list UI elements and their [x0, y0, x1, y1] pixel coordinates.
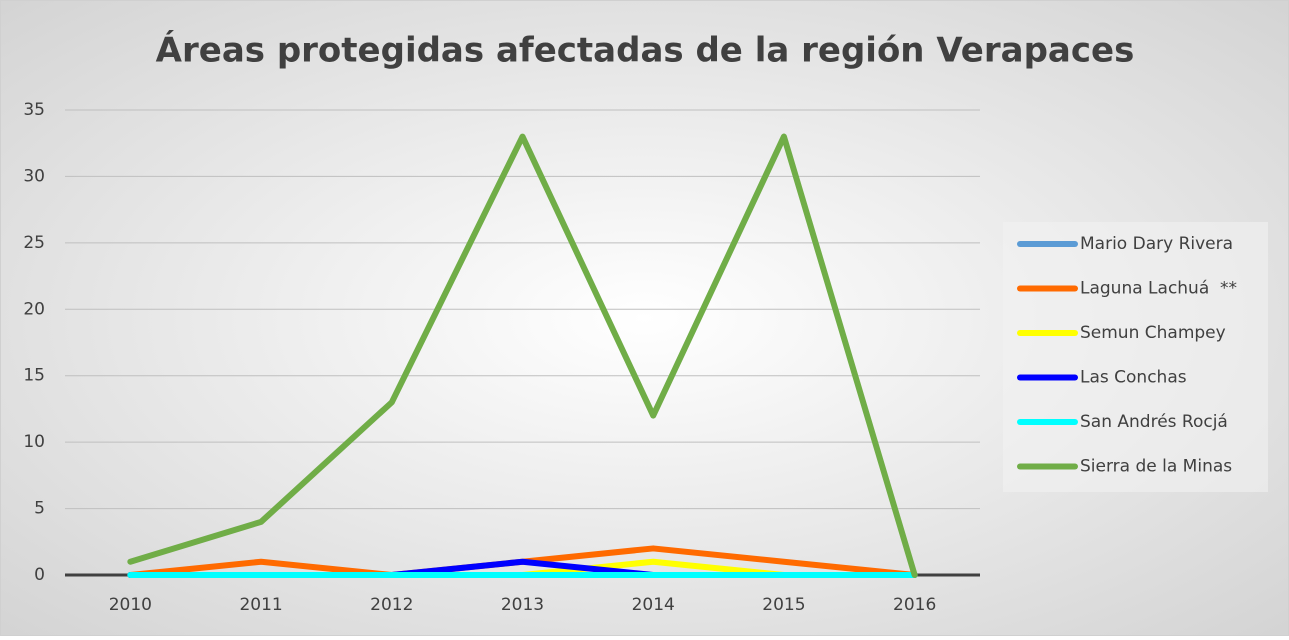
x-tick-label: 2016 [893, 595, 936, 615]
chart-title: Áreas protegidas afectadas de la región … [156, 30, 1135, 71]
series-line [127, 133, 918, 578]
legend-label: Las Conchas [1080, 368, 1187, 388]
x-tick-label: 2010 [109, 595, 152, 615]
y-tick-label: 20 [23, 299, 45, 319]
legend-label: Sierra de la Minas [1080, 457, 1232, 477]
legend-label: Laguna Lachuá ** [1080, 279, 1237, 299]
legend-label: Mario Dary Rivera [1080, 234, 1233, 254]
legend-label: Semun Champey [1080, 323, 1226, 343]
x-tick-label: 2015 [762, 595, 805, 615]
y-tick-label: 10 [23, 432, 45, 452]
y-tick-label: 25 [23, 233, 45, 253]
y-tick-label: 35 [23, 100, 45, 120]
legend-label: San Andrés Rocjá [1080, 412, 1228, 432]
y-tick-label: 15 [23, 366, 45, 386]
x-tick-label: 2011 [239, 595, 282, 615]
x-tick-label: 2014 [632, 595, 675, 615]
legend-box [1003, 222, 1268, 492]
y-tick-label: 30 [23, 166, 45, 186]
y-tick-label: 0 [34, 565, 45, 585]
y-tick-label: 5 [34, 499, 45, 519]
x-tick-label: 2013 [501, 595, 544, 615]
x-tick-label: 2012 [370, 595, 413, 615]
